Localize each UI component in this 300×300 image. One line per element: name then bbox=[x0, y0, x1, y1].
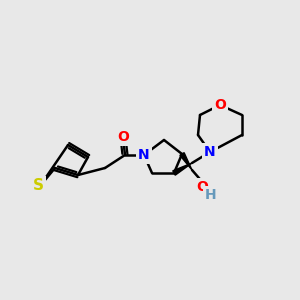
Polygon shape bbox=[173, 163, 192, 175]
Text: O: O bbox=[214, 98, 226, 112]
Text: O: O bbox=[117, 130, 129, 144]
Text: O: O bbox=[196, 180, 208, 194]
Text: H: H bbox=[205, 188, 217, 202]
Polygon shape bbox=[180, 153, 192, 170]
Text: S: S bbox=[32, 178, 44, 194]
Text: N: N bbox=[204, 145, 216, 159]
Text: N: N bbox=[138, 148, 150, 162]
